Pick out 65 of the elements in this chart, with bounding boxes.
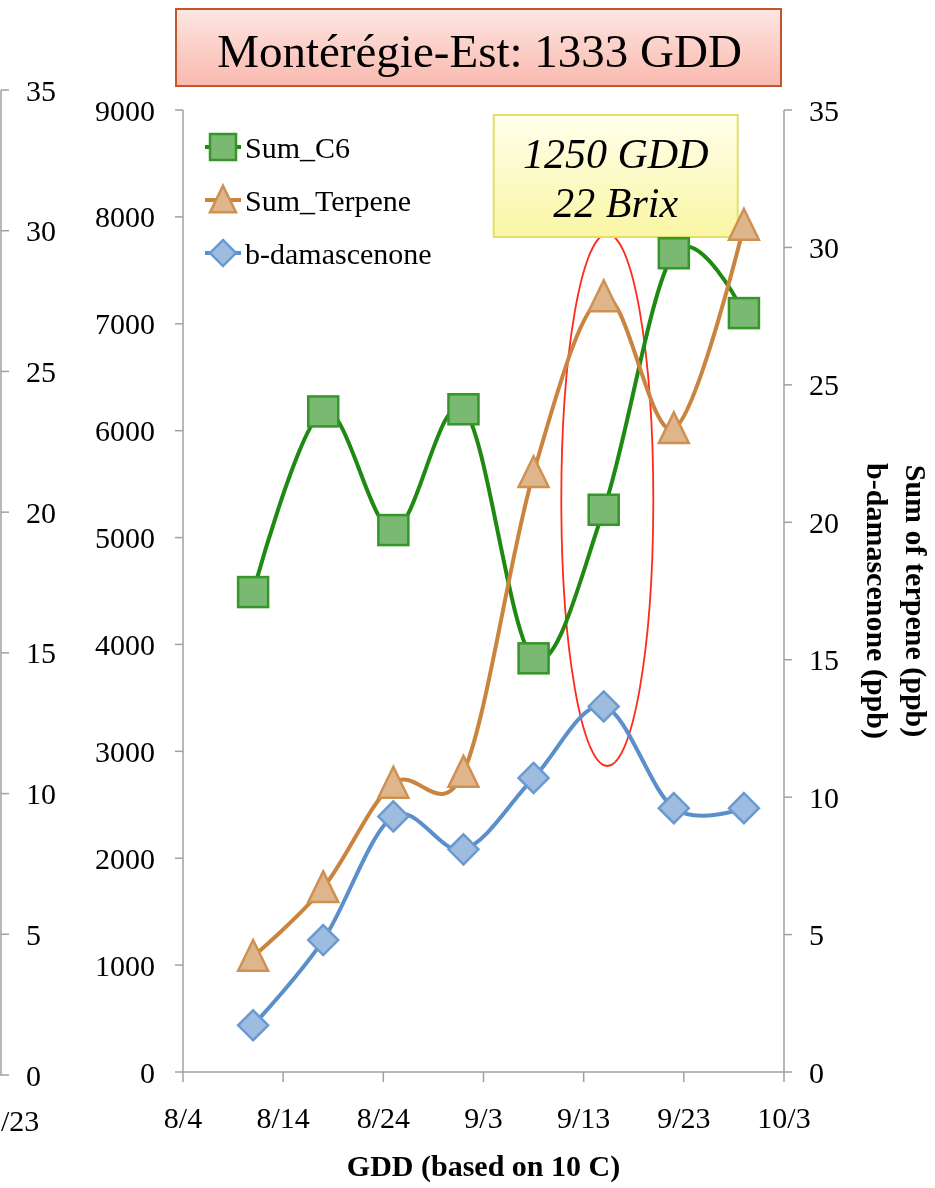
- point: [236, 938, 270, 973]
- legend-label: Sum_C6: [245, 130, 351, 164]
- y2-tick-label: 20: [809, 505, 839, 539]
- point: [236, 1009, 270, 1042]
- y2-tick-label: 5: [809, 918, 824, 952]
- point: [517, 642, 550, 675]
- y2-tick-label: 35: [809, 93, 839, 127]
- x-tick-label: 9/23: [657, 1101, 711, 1134]
- y2-tick-label: 30: [809, 230, 839, 264]
- y2-tick-label: 35: [26, 73, 56, 107]
- x-axis-title: GDD (based on 10 C): [346, 1149, 621, 1183]
- y-tick-label: 4000: [95, 627, 155, 661]
- point: [306, 395, 340, 428]
- y2-axis-title: Sum of terpene (ppb) b-damascenone (ppb): [860, 463, 933, 739]
- point: [727, 296, 761, 330]
- y2-tick-label: 0: [809, 1055, 824, 1089]
- y2-tick-label: 10: [26, 777, 56, 811]
- y2-tick-label: 5: [26, 917, 41, 951]
- point: [306, 870, 340, 904]
- point: [377, 800, 410, 833]
- legend-label: Sum_Terpene: [245, 183, 412, 217]
- y2-tick-label: 20: [26, 495, 56, 529]
- y2-tick-label: 10: [809, 780, 839, 814]
- y-tick-label: 1000: [95, 948, 155, 982]
- chart-title: Montérégie-Est: 1333 GDD: [217, 25, 742, 77]
- y-tick-label: 2000: [95, 841, 155, 875]
- point: [377, 765, 410, 799]
- point: [447, 393, 480, 426]
- point: [727, 207, 761, 241]
- y-tick-label: 8000: [95, 200, 155, 234]
- y2-tick-label: 15: [809, 643, 839, 677]
- x-tick-label: 8/14: [256, 1101, 310, 1134]
- y-tick-label: 6000: [95, 414, 155, 448]
- point: [306, 923, 340, 957]
- point: [657, 791, 691, 825]
- legend-label: b-damascenone: [245, 236, 432, 270]
- y2-tick-label: 25: [809, 368, 839, 402]
- y-tick-label: 5000: [95, 521, 155, 555]
- x-tick-label: 8/24: [356, 1101, 411, 1134]
- point: [377, 513, 410, 547]
- x-tick-label: 10/3: [757, 1101, 811, 1134]
- point: [657, 411, 691, 445]
- y-tick-label: 7000: [95, 307, 155, 341]
- point: [447, 833, 480, 866]
- point: [657, 236, 691, 270]
- point: [587, 690, 620, 723]
- annotation: 1250 GDD 22 Brix: [522, 131, 709, 226]
- point: [447, 754, 480, 788]
- x-tick-label: /23: [1, 1104, 40, 1137]
- y-tick-label: 0: [140, 1055, 155, 1089]
- point: [587, 279, 620, 313]
- x-tick-label: 9/3: [464, 1101, 503, 1134]
- y2-tick-label: 15: [26, 636, 56, 670]
- y-tick-label: 9000: [95, 93, 155, 127]
- y-tick-label: 3000: [95, 734, 155, 768]
- point: [236, 575, 270, 609]
- y2-tick-label: 25: [26, 354, 56, 388]
- x-tick-label: 9/13: [556, 1101, 611, 1134]
- y2-tick-label: 0: [26, 1058, 41, 1092]
- x-tick-label: 8/4: [163, 1101, 203, 1134]
- point: [727, 791, 761, 825]
- point: [517, 455, 550, 489]
- y2-tick-label: 30: [26, 214, 56, 248]
- point: [587, 493, 620, 527]
- point: [517, 761, 550, 795]
